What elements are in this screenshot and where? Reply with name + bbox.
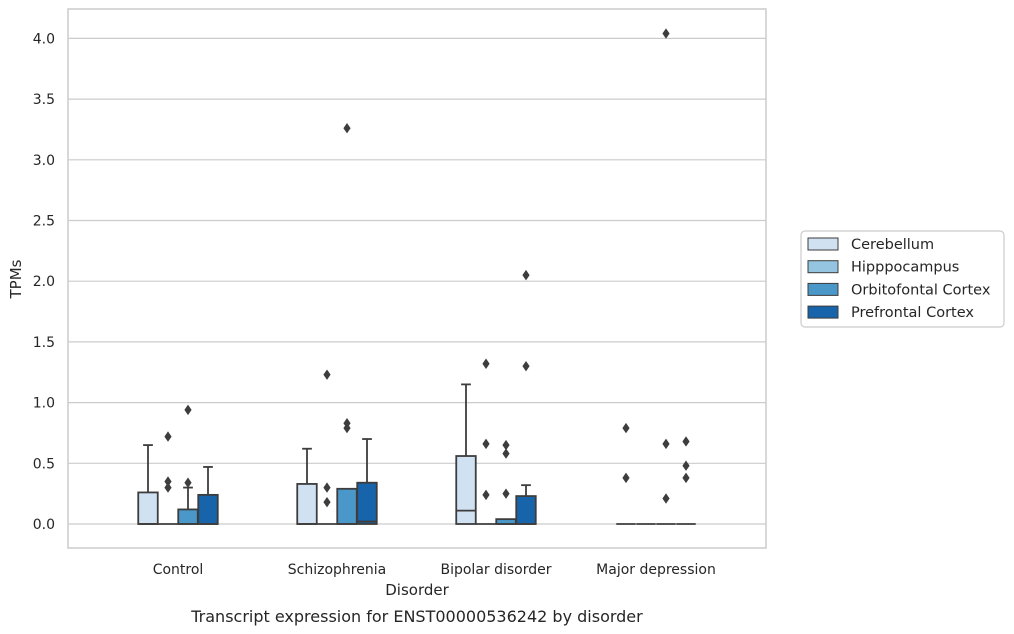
box — [336, 487, 358, 525]
outlier-point — [323, 482, 331, 493]
outlier-point — [482, 358, 490, 369]
y-tick-label: 2.0 — [33, 274, 55, 290]
gridlines — [68, 37, 766, 525]
x-tick-label: Control — [153, 562, 204, 578]
box-cerebellum — [137, 444, 159, 525]
x-axis-title: Disorder — [385, 581, 449, 599]
outlier-point — [662, 493, 670, 504]
y-tick-label: 3.5 — [33, 92, 55, 108]
outlier-point — [622, 422, 630, 434]
y-tick-label: 1.5 — [33, 335, 55, 351]
legend-swatch — [807, 305, 839, 319]
box — [197, 493, 219, 525]
box-cerebellum — [296, 447, 318, 525]
outlier-point — [682, 436, 690, 447]
box-hipppocampus — [317, 369, 337, 525]
legend-label: Prefrontal Cortex — [851, 305, 974, 321]
box-orbitofontal-cortex — [177, 404, 199, 525]
box — [515, 495, 537, 525]
outlier-point — [662, 28, 670, 39]
y-axis-ticks: 0.0 0.5 1.0 1.5 2.0 2.5 3.0 3.5 4.0 — [33, 31, 55, 533]
outlier-point — [184, 477, 192, 488]
legend: Cerebellum Hipppocampus Orbitofontal Corte… — [800, 230, 1005, 328]
y-tick-label: 3.0 — [33, 153, 55, 169]
outlier-point — [522, 269, 530, 281]
y-axis-title: TPMs — [7, 259, 25, 299]
outlier-point — [622, 472, 630, 484]
legend-swatch — [807, 260, 839, 274]
box — [356, 481, 378, 525]
chart-caption: Transcript expression for ENST0000053624… — [190, 607, 643, 626]
y-tick-label: 0.5 — [33, 456, 55, 472]
box-cerebellum — [455, 383, 477, 525]
outlier-point — [482, 489, 490, 501]
box-hipppocampus — [476, 358, 496, 525]
box-prefrontal-cortex — [197, 466, 219, 525]
outlier-point — [502, 448, 510, 459]
outlier-point — [164, 482, 172, 493]
legend-swatch — [807, 282, 839, 296]
y-tick-label: 0.0 — [33, 517, 55, 533]
outlier-point — [682, 460, 690, 471]
box — [455, 455, 477, 525]
outlier-point — [343, 422, 351, 434]
outlier-point — [502, 488, 510, 499]
box-cerebellum — [616, 422, 636, 525]
outlier-point — [323, 496, 331, 508]
box-orbitofontal-cortex — [495, 439, 517, 525]
box-prefrontal-cortex — [356, 438, 378, 525]
y-tick-label: 1.0 — [33, 396, 55, 412]
outlier-point — [184, 404, 192, 416]
x-axis-ticks: Control Schizophrenia Bipolar disorder Majo… — [153, 562, 716, 578]
x-tick-label: Major depression — [596, 562, 716, 578]
y-tick-label: 4.0 — [33, 31, 55, 47]
outlier-point — [164, 431, 172, 442]
legend-swatch — [807, 237, 839, 251]
y-tick-label: 2.5 — [33, 214, 55, 230]
box-orbitofontal-cortex — [656, 28, 676, 525]
outlier-point — [164, 476, 172, 487]
box-prefrontal-cortex — [676, 436, 696, 525]
outlier-point — [343, 123, 351, 134]
x-tick-label: Schizophrenia — [288, 562, 386, 578]
outlier-point — [682, 472, 690, 484]
outlier-point — [662, 438, 670, 450]
outlier-point — [522, 360, 530, 372]
outlier-point — [482, 438, 490, 450]
outlier-point — [502, 439, 510, 451]
x-tick-label: Bipolar disorder — [440, 562, 551, 578]
box — [296, 483, 318, 525]
box-hipppocampus — [158, 431, 178, 525]
legend-label: Hipppocampus — [851, 260, 959, 276]
box — [177, 508, 199, 525]
legend-frame — [800, 230, 1005, 328]
box-orbitofontal-cortex — [336, 123, 358, 525]
outlier-point — [323, 369, 331, 380]
legend-label: Orbitofontal Cortex — [851, 282, 991, 298]
plot-frame — [67, 8, 767, 549]
legend-label: Cerebellum — [851, 237, 934, 253]
box-plot-marks — [137, 28, 696, 525]
box-prefrontal-cortex — [515, 269, 537, 525]
box — [137, 491, 159, 525]
